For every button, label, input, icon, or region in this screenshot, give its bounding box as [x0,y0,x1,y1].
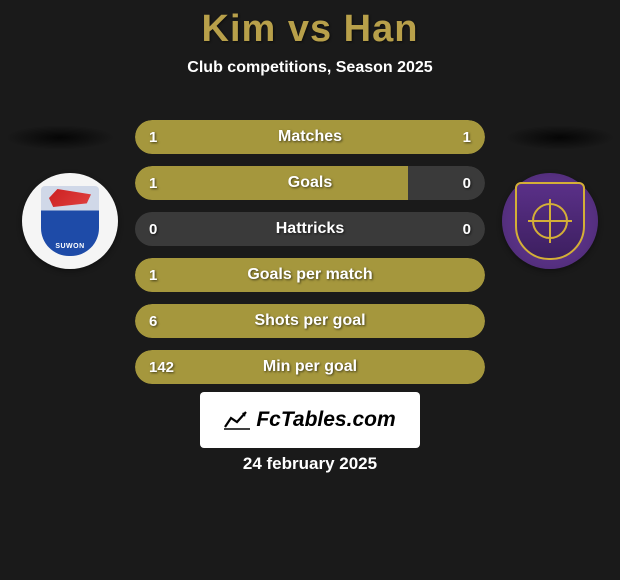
stat-row: 00Hattricks [135,212,485,246]
stat-row: 11Matches [135,120,485,154]
logo-circle-right [502,173,598,269]
stat-label: Min per goal [135,358,485,376]
shadow-right [505,125,615,150]
branding-box: FcTables.com [200,392,420,448]
stat-label: Goals per match [135,266,485,284]
crest-anyang-inner [532,203,568,239]
stat-row: 142Min per goal [135,350,485,384]
crest-anyang [515,182,585,260]
page-subtitle: Club competitions, Season 2025 [0,59,620,77]
footer-date: 24 february 2025 [0,454,620,474]
club-logo-left: SUWON [22,173,118,269]
club-logo-right [502,173,598,269]
page-title: Kim vs Han [0,8,620,51]
stat-label: Hattricks [135,220,485,238]
stat-row: 10Goals [135,166,485,200]
crest-suwon: SUWON [41,186,99,256]
header: Kim vs Han Club competitions, Season 202… [0,0,620,77]
comparison-chart: 11Matches 10Goals 00Hattricks 1Goals per ma… [135,120,485,396]
stat-row: 6Shots per goal [135,304,485,338]
stat-label: Goals [135,174,485,192]
stat-row: 1Goals per match [135,258,485,292]
shadow-left [5,125,115,150]
fctables-logo-icon [224,410,250,430]
logo-circle-left: SUWON [22,173,118,269]
crest-suwon-label: SUWON [55,243,84,250]
stat-label: Matches [135,128,485,146]
stat-label: Shots per goal [135,312,485,330]
branding-text: FcTables.com [256,408,395,432]
